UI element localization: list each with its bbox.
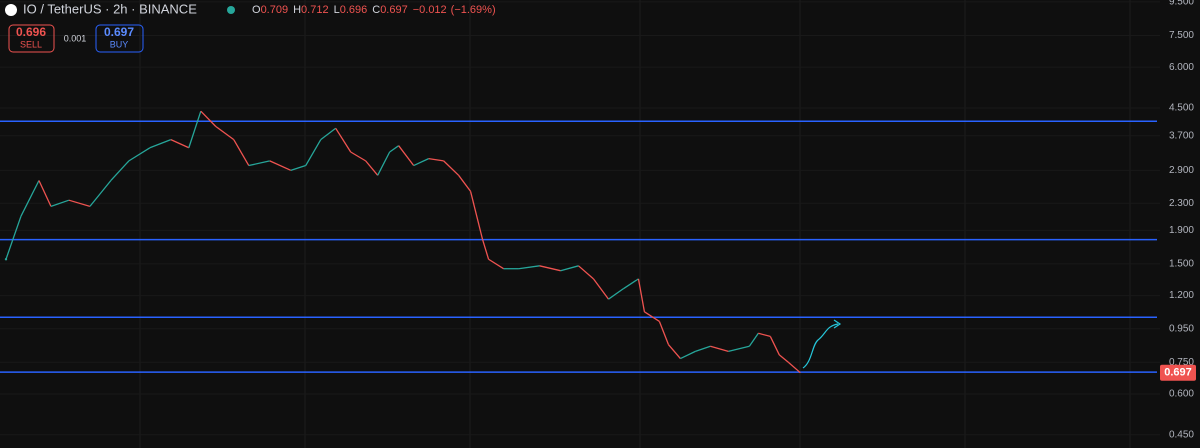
y-tick-label: 2.900 xyxy=(1169,165,1194,176)
price-segment xyxy=(469,191,484,240)
last-price-tag xyxy=(1160,364,1196,381)
price-segment xyxy=(290,164,306,171)
y-tick-label: 6.000 xyxy=(1169,62,1194,73)
price-segment xyxy=(592,278,609,300)
projection-arrow-head xyxy=(833,319,842,329)
ohlc-value: 0.697 xyxy=(380,4,408,16)
y-tick-label: 3.700 xyxy=(1169,130,1194,141)
ohlc-key: L xyxy=(334,4,340,16)
price-segment xyxy=(5,215,22,260)
y-tick-label: 0.600 xyxy=(1169,389,1194,400)
sell-price: 0.696 xyxy=(16,25,46,39)
price-segment xyxy=(68,199,91,207)
price-segment xyxy=(658,321,670,345)
price-segment xyxy=(710,345,729,352)
price-segment xyxy=(539,265,561,272)
y-tick-label: 0.950 xyxy=(1169,323,1194,334)
price-segment xyxy=(215,125,235,141)
price-segment xyxy=(787,361,801,374)
price-segment xyxy=(350,151,367,162)
price-segment xyxy=(398,145,415,166)
y-tick-label: 2.300 xyxy=(1169,198,1194,209)
change: −0.012 xyxy=(413,4,447,16)
price-segment xyxy=(170,139,190,149)
chart-title: IO / TetherUS · 2h · BINANCE xyxy=(23,1,197,16)
price-segment xyxy=(305,139,322,166)
price-segment xyxy=(389,145,400,153)
price-segment xyxy=(269,160,292,171)
y-tick-label: 0.450 xyxy=(1169,429,1194,440)
buy-button[interactable] xyxy=(95,24,144,53)
price-segment xyxy=(481,239,490,260)
price-segment xyxy=(428,157,444,162)
price-segment xyxy=(128,147,151,162)
price-segment xyxy=(644,311,660,323)
price-segment xyxy=(233,139,250,166)
ohlc-key: O xyxy=(252,4,261,16)
price-segment xyxy=(728,345,750,352)
price-segment xyxy=(680,350,696,360)
change-pct: (−1.69%) xyxy=(451,4,496,16)
ohlc-key: H xyxy=(293,4,301,16)
last-price-label: 0.697 xyxy=(1164,367,1192,379)
price-segment xyxy=(518,265,540,270)
price-segment xyxy=(200,110,217,127)
y-tick-label: 1.900 xyxy=(1169,225,1194,236)
price-segment xyxy=(149,139,172,149)
price-segment xyxy=(758,332,771,338)
y-tick-label: 1.500 xyxy=(1169,259,1194,270)
header: IO / TetherUS · 2h · BINANCE O 0.709 H 0.71… xyxy=(5,1,496,53)
buy-label: BUY xyxy=(110,39,129,49)
projection-arrow xyxy=(802,323,839,369)
price-segment xyxy=(89,180,112,207)
ohlc-value: 0.712 xyxy=(301,4,329,16)
price-segment xyxy=(458,174,472,192)
y-tick-label: 7.500 xyxy=(1169,30,1194,41)
price-segment xyxy=(608,288,624,300)
symbol-logo xyxy=(5,4,17,16)
price-segment xyxy=(578,265,594,280)
price-segment xyxy=(20,180,40,217)
price-segment xyxy=(443,160,460,176)
price-segment xyxy=(695,345,711,352)
price-segment xyxy=(335,127,352,153)
sell-label: SELL xyxy=(20,39,42,49)
y-tick-label: 4.500 xyxy=(1169,103,1194,114)
price-segment xyxy=(38,180,52,207)
price-segment xyxy=(110,160,130,181)
y-tick-label: 0.750 xyxy=(1169,357,1194,368)
ohlc-value: 0.696 xyxy=(340,4,368,16)
price-segment xyxy=(320,127,337,141)
ohlc-value: 0.709 xyxy=(261,4,289,16)
price-segment xyxy=(748,332,759,347)
price-segment xyxy=(50,199,70,207)
ohlc-row: O 0.709 H 0.712 L 0.696 C 0.697 −0.012 (−1.69%) xyxy=(252,4,496,16)
ohlc-key: C xyxy=(372,4,380,16)
spread: 0.001 xyxy=(64,33,87,43)
price-segment xyxy=(778,354,789,363)
sell-button[interactable] xyxy=(8,24,55,53)
y-tick-label: 1.200 xyxy=(1169,290,1194,301)
price-segment xyxy=(560,265,579,272)
status-dot xyxy=(227,6,235,14)
price-segment xyxy=(365,160,379,176)
buy-price: 0.697 xyxy=(104,25,134,39)
price-segment xyxy=(413,158,429,167)
price-segment xyxy=(769,336,780,356)
price-segment xyxy=(488,258,504,270)
price-segment xyxy=(637,278,646,312)
price-segment xyxy=(377,151,391,176)
price-segment xyxy=(188,110,202,148)
price-segment xyxy=(623,278,639,290)
price-segment xyxy=(667,344,681,359)
vertical-grid xyxy=(139,0,1131,448)
y-tick-label: 9.500 xyxy=(1169,0,1194,8)
price-segment xyxy=(248,160,270,167)
